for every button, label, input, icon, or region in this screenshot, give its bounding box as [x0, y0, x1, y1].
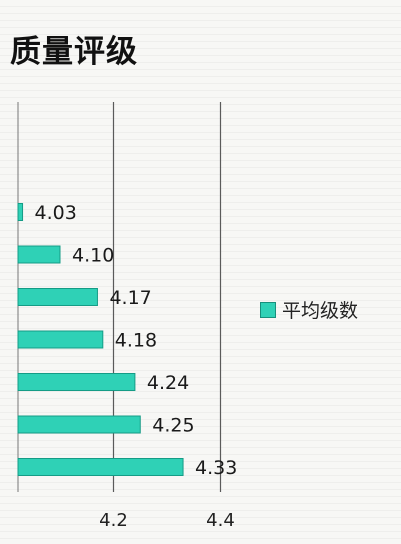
data-label: 4.10: [72, 245, 114, 267]
bar: [17, 288, 98, 306]
x-tick-label: 4.2: [99, 510, 128, 531]
chart-title: 质量评级: [10, 34, 138, 70]
bar: [17, 458, 184, 476]
data-label: 4.03: [35, 202, 77, 224]
legend-swatch: [260, 301, 276, 318]
data-label: 4.17: [109, 287, 151, 309]
bar: [17, 373, 136, 391]
data-label: 4.33: [195, 457, 237, 479]
data-label: 4.25: [152, 415, 194, 437]
legend: 平均级数: [260, 296, 358, 323]
bar: [17, 245, 61, 264]
bar: [17, 330, 104, 349]
x-tick-label: 4.4: [206, 510, 235, 531]
data-label: 4.24: [147, 372, 189, 394]
bar: [17, 203, 24, 221]
bar: [17, 415, 141, 434]
data-label: 4.18: [115, 330, 157, 352]
legend-label: 平均级数: [282, 300, 359, 322]
